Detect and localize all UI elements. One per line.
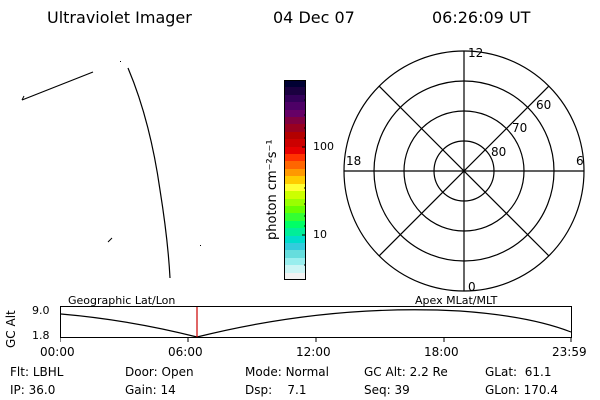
polar-label-top: 12 bbox=[468, 48, 483, 60]
date-label: 04 Dec 07 bbox=[273, 8, 355, 27]
xtick-1800: 18:00 bbox=[424, 345, 459, 359]
colorbar-segment bbox=[284, 94, 306, 103]
polar-label-left: 18 bbox=[346, 154, 361, 168]
colorbar-segment bbox=[284, 168, 306, 177]
info-ip: IP: 36.0 bbox=[10, 383, 56, 397]
image-panel bbox=[21, 61, 201, 279]
colorbar-segment bbox=[284, 205, 306, 214]
info-glon: GLon: 170.4 bbox=[485, 383, 558, 397]
ytick-high: 9.0 bbox=[32, 304, 50, 317]
xtick-0000: 00:00 bbox=[40, 345, 75, 359]
trace-curve bbox=[127, 67, 171, 279]
info-gain: Gain: 14 bbox=[125, 383, 176, 397]
colorbar-segment bbox=[284, 198, 306, 206]
colorbar-segment bbox=[284, 213, 306, 221]
instrument-title: Ultraviolet Imager bbox=[47, 8, 192, 27]
trace-line bbox=[21, 71, 94, 101]
colorbar-segment bbox=[284, 250, 306, 258]
colorbar-tick-10: 10 bbox=[313, 228, 327, 241]
info-seq: Seq: 39 bbox=[364, 383, 410, 397]
colorbar-unit-label: photon cm⁻²s⁻¹ bbox=[265, 139, 280, 240]
info-mode: Mode: Normal bbox=[245, 365, 329, 379]
colorbar-tick-100: 100 bbox=[313, 140, 334, 153]
time-label: 06:26:09 UT bbox=[432, 8, 531, 27]
trace-dot bbox=[200, 245, 201, 246]
info-gc-alt: GC Alt: 2.2 Re bbox=[364, 365, 448, 379]
colorbar-segment bbox=[284, 257, 306, 266]
colorbar-segment bbox=[284, 146, 306, 155]
timeline-plot bbox=[60, 306, 572, 342]
polar-diagonal bbox=[378, 85, 550, 257]
colorbar-segment bbox=[284, 87, 306, 95]
colorbar-frame bbox=[284, 80, 306, 280]
info-door: Door: Open bbox=[125, 365, 194, 379]
apex-label: Apex MLat/MLT bbox=[415, 294, 498, 307]
polar-lat-80: 80 bbox=[491, 145, 506, 159]
colorbar-segment bbox=[284, 191, 306, 199]
xtick-2359: 23:59 bbox=[552, 345, 587, 359]
colorbar-segment bbox=[284, 176, 306, 184]
info-flt: Flt: LBHL bbox=[10, 365, 64, 379]
colorbar-segment bbox=[284, 117, 306, 125]
polar-label-right: 6 bbox=[576, 154, 584, 168]
trace-line bbox=[21, 95, 25, 101]
polar-label-bottom: 0 bbox=[468, 280, 476, 293]
colorbar-segment bbox=[284, 272, 306, 280]
polar-lat-60: 60 bbox=[536, 98, 551, 112]
colorbar-segment bbox=[284, 265, 306, 273]
gc-alt-axis-label: GC Alt bbox=[4, 310, 18, 348]
colorbar-segment bbox=[284, 131, 306, 140]
colorbar-segment bbox=[284, 154, 306, 162]
xtick-0600: 06:00 bbox=[168, 345, 203, 359]
ytick-low: 1.8 bbox=[32, 329, 50, 342]
gc-alt-curve bbox=[60, 309, 572, 338]
info-dsp: Dsp: 7.1 bbox=[245, 383, 307, 397]
info-glat: GLat: 61.1 bbox=[485, 365, 552, 379]
colorbar-axis bbox=[284, 80, 306, 280]
xtick-1200: 12:00 bbox=[296, 345, 331, 359]
colorbar-segment bbox=[284, 161, 306, 169]
timeline-frame bbox=[60, 306, 572, 338]
colorbar-segment bbox=[284, 242, 306, 251]
colorbar-segment bbox=[284, 139, 306, 147]
trace-dot bbox=[107, 237, 113, 243]
trace-dot bbox=[120, 61, 121, 62]
colorbar-segment bbox=[284, 183, 306, 192]
colorbar bbox=[284, 80, 306, 280]
colorbar-segment bbox=[284, 109, 306, 118]
colorbar-segment bbox=[284, 228, 306, 236]
colorbar-segment bbox=[284, 220, 306, 229]
colorbar-segment bbox=[284, 102, 306, 110]
colorbar-segment bbox=[284, 124, 306, 132]
polar-plot: 12 18 6 0 60 70 80 bbox=[343, 48, 585, 293]
colorbar-segment bbox=[284, 235, 306, 243]
colorbar-segment bbox=[284, 80, 306, 88]
polar-lat-70: 70 bbox=[512, 121, 527, 135]
geographic-label: Geographic Lat/Lon bbox=[68, 294, 176, 307]
